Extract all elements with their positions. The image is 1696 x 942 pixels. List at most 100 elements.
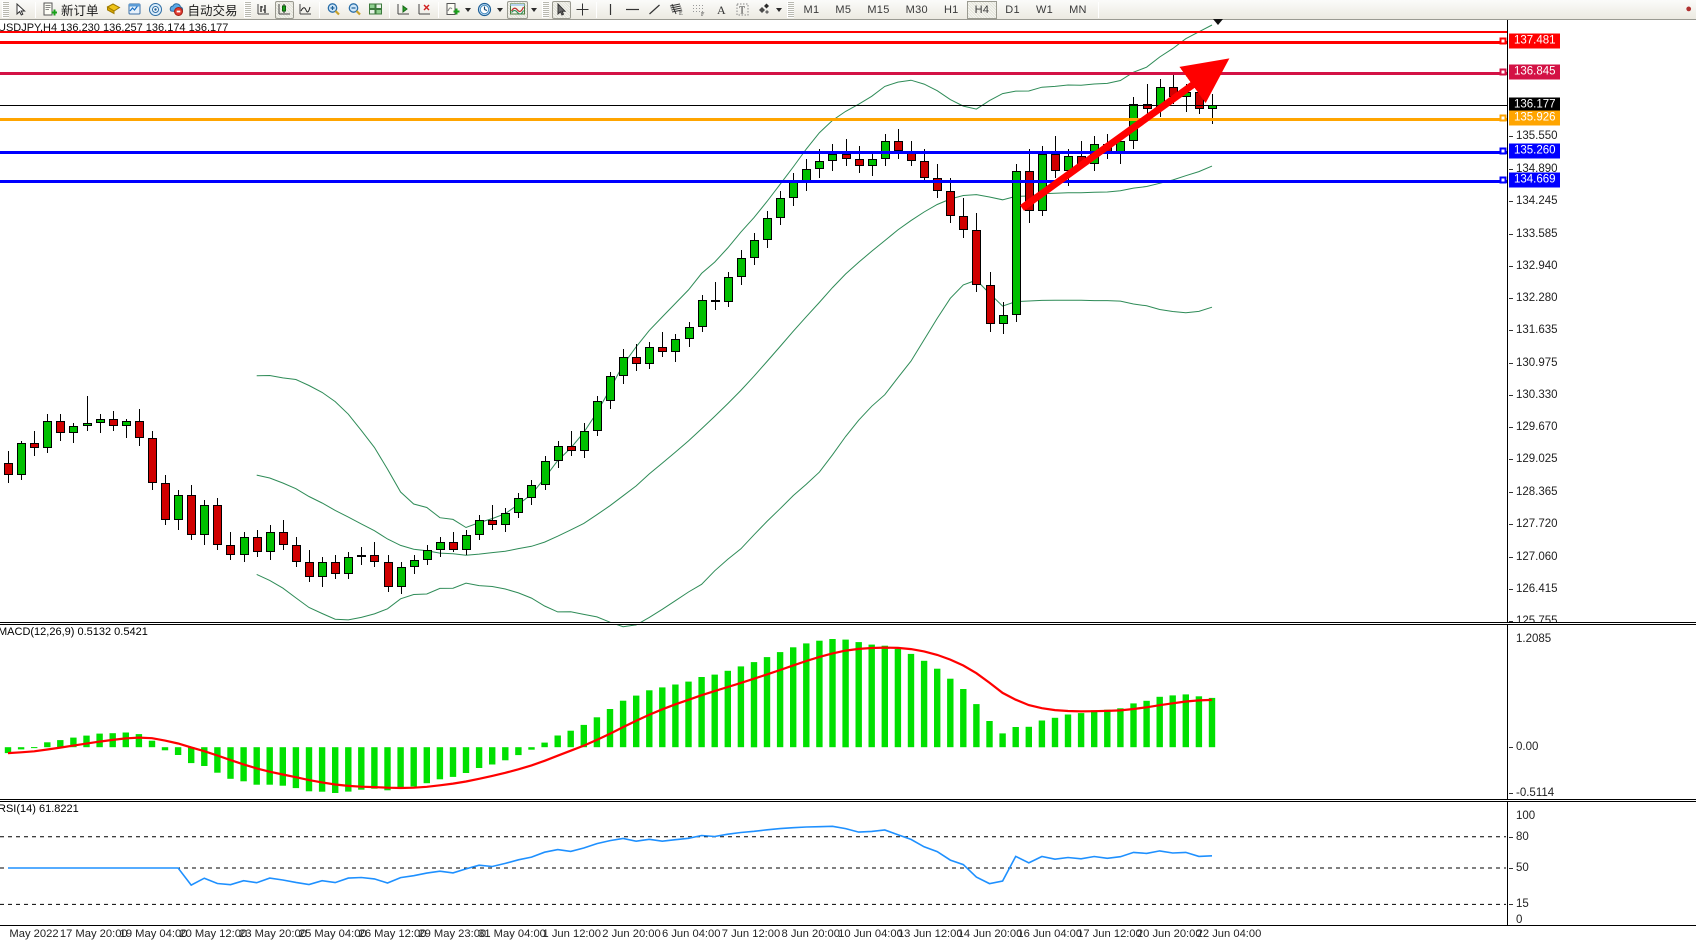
indicators-icon[interactable] <box>443 1 462 19</box>
support-line-135260[interactable] <box>0 150 1507 154</box>
macd-histogram-bar <box>83 735 90 748</box>
support-line-134669-label[interactable]: 134.669 <box>1509 172 1560 188</box>
support-line-135260-handle[interactable] <box>1499 147 1507 155</box>
tile-windows-icon[interactable] <box>366 1 385 19</box>
rsi-line <box>8 825 1213 887</box>
support-line-134669[interactable] <box>0 179 1507 183</box>
rsi-tick: 15 <box>1509 898 1529 911</box>
timeframe-m1[interactable]: M1 <box>803 3 820 16</box>
templates-icon[interactable] <box>506 0 528 19</box>
time-axis-label: 10 Jun 04:00 <box>838 928 903 940</box>
vertical-line-icon[interactable] <box>601 1 620 19</box>
toolbar-grip-2[interactable] <box>243 1 251 18</box>
shapes-icon[interactable] <box>754 1 773 19</box>
autotrading-label[interactable]: 自动交易 <box>187 4 238 18</box>
candle-body <box>30 443 39 449</box>
resistance-line-137481-label[interactable]: 137.481 <box>1509 33 1560 49</box>
macd-histogram-bar <box>999 733 1006 748</box>
timeframe-mn[interactable]: MN <box>1069 3 1087 16</box>
timeframe-m15[interactable]: M15 <box>867 3 890 16</box>
support-line-134669-handle[interactable] <box>1499 176 1507 184</box>
candle-body <box>999 314 1008 325</box>
macd-pane[interactable]: MACD(12,26,9) 0.5132 0.5421 1.2085 0.00 -0… <box>0 625 1696 800</box>
shapes-dropdown-caret[interactable] <box>774 1 785 19</box>
price-pane[interactable]: USDJPY,H4 136.230 136.257 136.174 136.17… <box>0 19 1696 628</box>
macd-plot-area[interactable]: MACD(12,26,9) 0.5132 0.5421 <box>0 625 1507 800</box>
candlestick-chart-icon[interactable] <box>274 0 294 19</box>
resistance-line-137481[interactable] <box>0 40 1507 44</box>
autotrading-icon[interactable] <box>167 1 186 19</box>
current-price-136177[interactable] <box>0 105 1507 107</box>
macd-histogram-bar <box>881 645 888 748</box>
rsi-plot-area[interactable]: RSI(14) 61.8221 <box>0 802 1507 942</box>
timeframe-d1[interactable]: D1 <box>1005 3 1020 16</box>
chart-container[interactable]: USDJPY,H4 136.230 136.257 136.174 136.17… <box>0 19 1696 942</box>
candle-body <box>226 544 235 555</box>
toolbar-grip-3[interactable] <box>541 1 549 18</box>
pivot-line-135926-label[interactable]: 135.926 <box>1509 110 1560 126</box>
toolbar-grip-4[interactable] <box>786 1 794 18</box>
timeframe-w1[interactable]: W1 <box>1035 3 1054 16</box>
pane-divider-2[interactable] <box>0 799 1696 802</box>
chart-shift-marker[interactable] <box>1213 19 1223 25</box>
templates-dropdown-caret[interactable] <box>529 1 540 19</box>
resistance-line-137481-handle[interactable] <box>1499 37 1507 45</box>
cursor-arrow-icon[interactable] <box>12 1 31 19</box>
current-price-136177-label[interactable]: 136.177 <box>1509 97 1560 113</box>
resistance-line-136845-label[interactable]: 136.845 <box>1509 64 1560 80</box>
macd-axis[interactable]: 1.2085 0.00 -0.5114 <box>1507 625 1696 800</box>
price-axis[interactable]: 135.550 134.890 134.245 133.585 132.940 132.2… <box>1507 20 1696 627</box>
new-order-icon[interactable] <box>40 1 59 19</box>
zoom-in-icon[interactable] <box>324 1 343 19</box>
candle-wick <box>492 505 493 530</box>
bar-chart-icon[interactable] <box>254 1 273 19</box>
expert-advisor-icon[interactable] <box>104 1 123 19</box>
macd-histogram-bar <box>593 717 601 748</box>
candle-body <box>318 562 327 577</box>
period-icon[interactable] <box>475 1 494 19</box>
price-tick: 130.975 <box>1509 356 1558 369</box>
new-order-label[interactable]: 新订单 <box>61 4 99 18</box>
market-watch-icon[interactable] <box>125 1 144 19</box>
select-cursor-icon[interactable] <box>551 0 571 19</box>
candle-body <box>671 339 680 352</box>
chart-shift-icon[interactable] <box>394 1 413 19</box>
resistance-line-136845[interactable] <box>0 72 1507 76</box>
fibonacci-icon[interactable]: E <box>666 1 687 19</box>
macd-histogram-bar <box>502 747 509 761</box>
trendline-icon[interactable] <box>645 1 664 19</box>
timeframe-h1[interactable]: H1 <box>943 3 959 16</box>
text-icon[interactable]: A <box>712 1 731 19</box>
pane-divider-1[interactable] <box>0 622 1696 625</box>
timeframe-h4[interactable]: H4 <box>966 0 998 19</box>
indicators-dropdown-caret[interactable] <box>463 1 474 19</box>
time-axis[interactable]: May 2022 17 May 20:00 19 May 04:00 20 May 1… <box>0 925 1696 942</box>
price-plot-area[interactable]: USDJPY,H4 136.230 136.257 136.174 136.17… <box>0 19 1507 628</box>
symbol-ohlc-header: USDJPY,H4 136.230 136.257 136.174 136.17… <box>0 22 229 34</box>
auto-scroll-icon[interactable] <box>415 1 434 19</box>
pivot-line-135926[interactable] <box>0 117 1507 121</box>
horizontal-line-icon[interactable] <box>622 1 643 19</box>
uptrend-arrow[interactable] <box>0 20 1507 624</box>
equidistant-channel-icon[interactable]: F <box>689 1 710 19</box>
pivot-line-135926-handle[interactable] <box>1499 114 1507 122</box>
toolbar-grip[interactable] <box>2 1 9 18</box>
candle-body <box>554 445 563 461</box>
period-dropdown-caret[interactable] <box>495 1 506 19</box>
line-chart-icon[interactable] <box>296 1 315 19</box>
text-label-icon[interactable]: T <box>733 1 752 19</box>
support-line-135260-label[interactable]: 135.260 <box>1509 143 1560 159</box>
resistance-line-136845-handle[interactable] <box>1499 68 1507 76</box>
crosshair-icon[interactable] <box>573 1 592 19</box>
zoom-out-icon[interactable] <box>345 1 364 19</box>
navigator-icon[interactable] <box>146 1 165 19</box>
rsi-axis[interactable]: 100 80 50 15 0 <box>1507 802 1696 926</box>
macd-histogram-bar <box>449 747 457 777</box>
timeframe-m5[interactable]: M5 <box>835 3 852 16</box>
time-axis-label: 19 May 04:00 <box>119 928 188 940</box>
bollinger-lower-band <box>256 279 1213 628</box>
toolbar-separator <box>35 1 36 18</box>
rsi-pane[interactable]: RSI(14) 61.8221 100 80 50 15 0 <box>0 802 1696 942</box>
macd-histogram-bar <box>371 747 378 789</box>
timeframe-m30[interactable]: M30 <box>905 3 928 16</box>
